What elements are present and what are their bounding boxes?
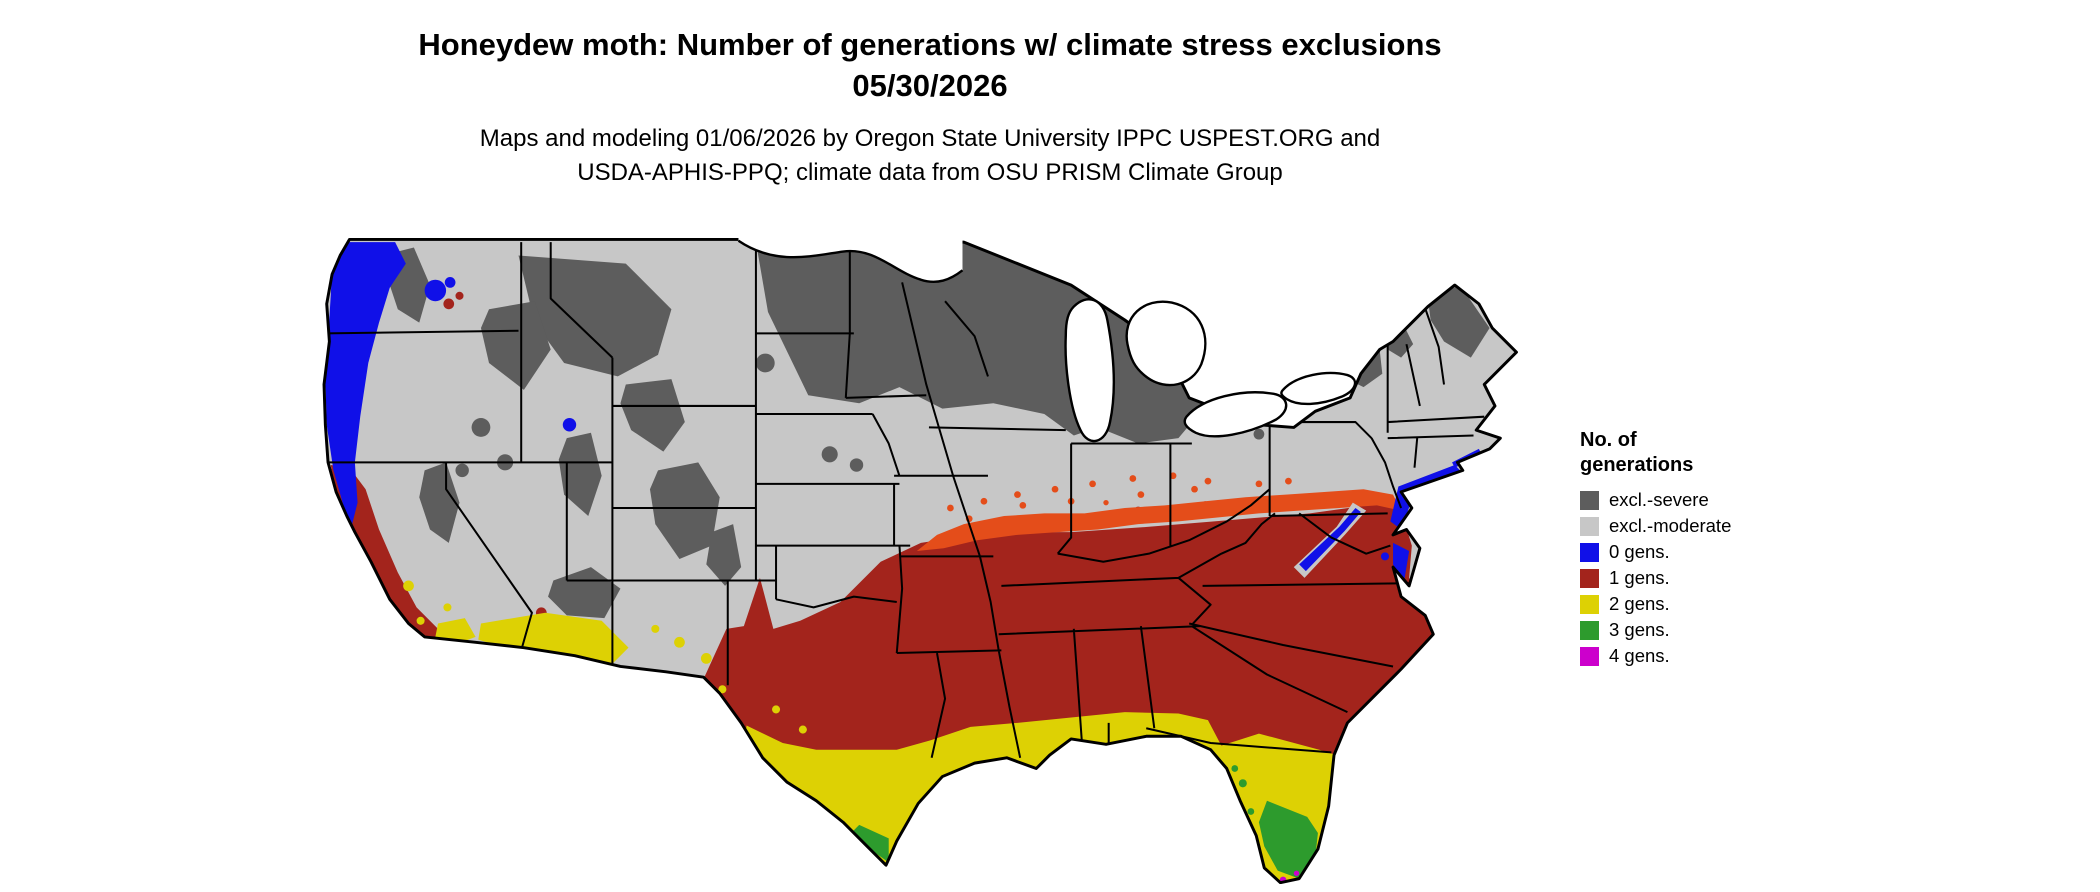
figure-subtitle-line1: Maps and modeling 01/06/2026 by Oregon S… (479, 125, 1381, 152)
lake-superior-shore (737, 239, 964, 284)
title-block: Honeydew moth: Number of generations w/ … (0, 24, 1860, 190)
legend-swatch-excl-severe (1580, 490, 1599, 510)
legend: No. of generations excl.-severe excl.-mo… (1580, 428, 1731, 672)
legend-label-4-gens: 4 gens. (1609, 645, 1670, 666)
legend-label-2-gens: 2 gens. (1609, 593, 1670, 614)
us-outline (322, 237, 1518, 884)
legend-label-0-gens: 0 gens. (1609, 541, 1670, 562)
legend-swatch-3-gens (1580, 620, 1599, 640)
legend-swatch-0-gens (1580, 542, 1599, 562)
legend-title-line1: No. of (1580, 429, 1637, 451)
figure-title-date: 05/30/2026 (852, 68, 1008, 103)
legend-item-3-gens: 3 gens. (1580, 619, 1731, 640)
legend-item-0-gens: 0 gens. (1580, 541, 1731, 562)
legend-item-4-gens: 4 gens. (1580, 645, 1731, 666)
great-lakes (737, 226, 1357, 443)
lake-erie (1183, 391, 1288, 438)
legend-label-excl-moderate: excl.-moderate (1609, 515, 1732, 536)
lake-ontario (1280, 371, 1357, 406)
lake-michigan (1064, 298, 1116, 443)
map-container (320, 226, 1554, 884)
legend-items: excl.-severe excl.-moderate 0 gens. 1 ge… (1580, 489, 1732, 666)
legend-swatch-4-gens (1580, 646, 1599, 666)
state-borders (325, 242, 1485, 758)
us-generations-map (322, 226, 1518, 884)
zone-3-gens (851, 765, 1318, 879)
legend-label-excl-severe: excl.-severe (1609, 489, 1709, 510)
legend-item-excl-moderate: excl.-moderate (1580, 515, 1732, 536)
legend-label-1-gens: 1 gens. (1609, 567, 1670, 588)
lake-superior (738, 226, 963, 282)
legend-swatch-excl-moderate (1580, 516, 1599, 536)
lake-huron (1125, 300, 1207, 387)
figure-subtitle-line2: USDA-APHIS-PPQ; climate data from OSU PR… (577, 159, 1283, 186)
legend-label-3-gens: 3 gens. (1609, 619, 1670, 640)
legend-item-2-gens: 2 gens. (1580, 593, 1731, 614)
legend-swatch-2-gens (1580, 594, 1599, 614)
legend-item-1-gens: 1 gens. (1580, 567, 1731, 588)
legend-title-line2: generations (1580, 454, 1694, 476)
figure-title: Honeydew moth: Number of generations w/ … (418, 27, 1442, 62)
legend-item-excl-severe: excl.-severe (1580, 489, 1731, 510)
zone-1-gens-fringe (916, 472, 1402, 551)
legend-swatch-1-gens (1580, 568, 1599, 588)
